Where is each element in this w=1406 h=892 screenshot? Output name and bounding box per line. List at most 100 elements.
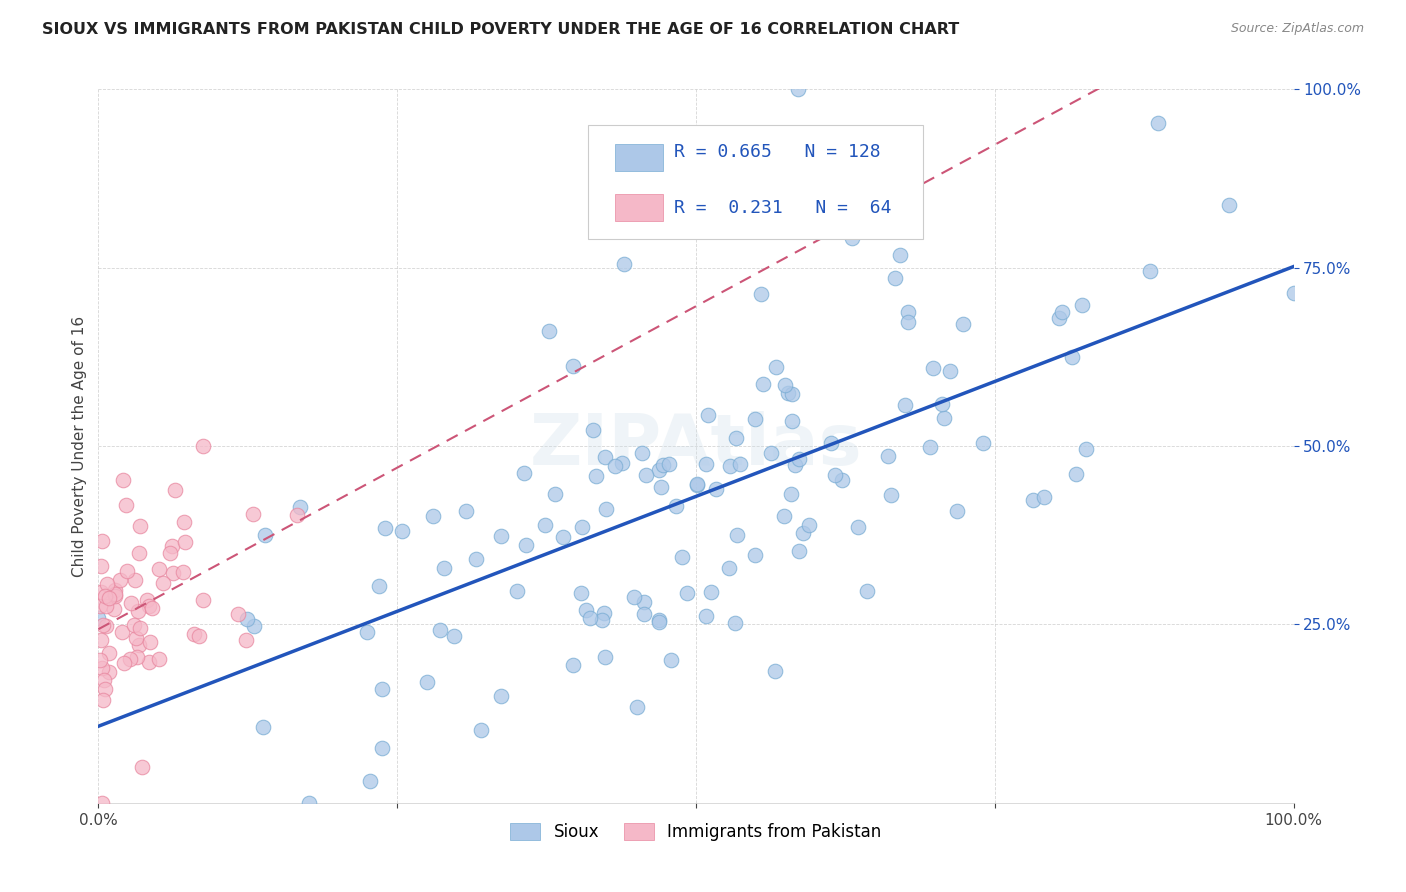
Point (128, 638, 150, 652)
Point (191, 439, 214, 453)
Point (1022, 492, 1045, 507)
Point (877, 449, 900, 463)
Point (371, 740, 394, 755)
Point (115, 498, 138, 512)
Point (162, 566, 184, 580)
Point (1139, 264, 1161, 278)
Point (416, 675, 439, 690)
Point (96, 577, 118, 591)
Point (252, 720, 274, 734)
Point (253, 528, 276, 542)
Point (725, 528, 748, 542)
Point (775, 378, 797, 392)
Point (1218, 198, 1240, 212)
Point (633, 607, 655, 621)
Point (612, 456, 634, 470)
Point (108, 574, 131, 588)
Point (235, 632, 257, 647)
Point (855, 584, 877, 599)
Point (820, 436, 842, 450)
Point (91, 693, 114, 707)
Point (575, 603, 598, 617)
Point (648, 613, 671, 627)
Point (595, 502, 617, 516)
Point (112, 656, 135, 670)
Point (148, 652, 170, 666)
Point (94, 590, 117, 604)
Point (139, 635, 162, 649)
Point (236, 612, 259, 626)
Point (789, 452, 811, 467)
Point (391, 524, 413, 539)
Point (136, 593, 159, 607)
Point (633, 595, 655, 609)
Point (470, 723, 492, 738)
Point (90, 796, 112, 810)
Point (785, 458, 807, 472)
Text: R = 0.665   N = 128: R = 0.665 N = 128 (675, 143, 882, 161)
Point (658, 457, 681, 471)
Point (780, 386, 803, 401)
Point (148, 561, 170, 575)
Point (162, 540, 184, 554)
Point (780, 414, 803, 428)
Point (141, 600, 163, 615)
Point (90, 534, 112, 549)
Point (697, 409, 720, 423)
Point (659, 653, 682, 667)
FancyBboxPatch shape (589, 125, 922, 239)
Point (163, 483, 186, 497)
Point (97, 591, 120, 605)
Point (787, 82, 810, 96)
Y-axis label: Child Poverty Under the Age of 16: Child Poverty Under the Age of 16 (72, 316, 87, 576)
Point (613, 257, 636, 271)
Point (763, 665, 786, 679)
Point (122, 618, 145, 632)
Point (226, 607, 249, 621)
Point (1147, 116, 1170, 130)
Point (569, 585, 592, 599)
Point (96, 599, 118, 613)
Text: Source: ZipAtlas.com: Source: ZipAtlas.com (1230, 22, 1364, 36)
Point (111, 473, 134, 487)
Point (534, 518, 557, 533)
Point (931, 397, 953, 411)
Point (889, 248, 911, 262)
Point (686, 477, 709, 491)
Point (593, 607, 616, 621)
Point (128, 519, 150, 533)
Point (695, 458, 717, 472)
Point (595, 450, 617, 464)
Point (730, 457, 752, 471)
Point (91, 617, 114, 632)
Point (465, 551, 488, 566)
Text: ZIPAtlas: ZIPAtlas (530, 411, 862, 481)
Point (880, 487, 903, 501)
Point (127, 604, 149, 618)
Point (972, 436, 994, 450)
Point (593, 649, 616, 664)
Point (665, 499, 688, 513)
Point (1074, 442, 1097, 456)
Point (242, 619, 264, 633)
Point (939, 364, 962, 378)
Point (159, 546, 181, 560)
Point (544, 487, 567, 501)
Point (89, 653, 111, 667)
Point (634, 468, 657, 483)
Point (118, 652, 141, 666)
Point (765, 360, 787, 375)
Point (724, 615, 747, 630)
Point (894, 398, 917, 412)
Point (104, 589, 127, 603)
Point (173, 515, 195, 529)
Point (623, 590, 645, 604)
Point (571, 520, 593, 534)
Point (368, 579, 391, 593)
Point (562, 359, 585, 374)
Point (370, 681, 392, 696)
Point (918, 441, 941, 455)
Point (724, 431, 747, 445)
Point (489, 528, 512, 542)
Point (1033, 490, 1056, 504)
